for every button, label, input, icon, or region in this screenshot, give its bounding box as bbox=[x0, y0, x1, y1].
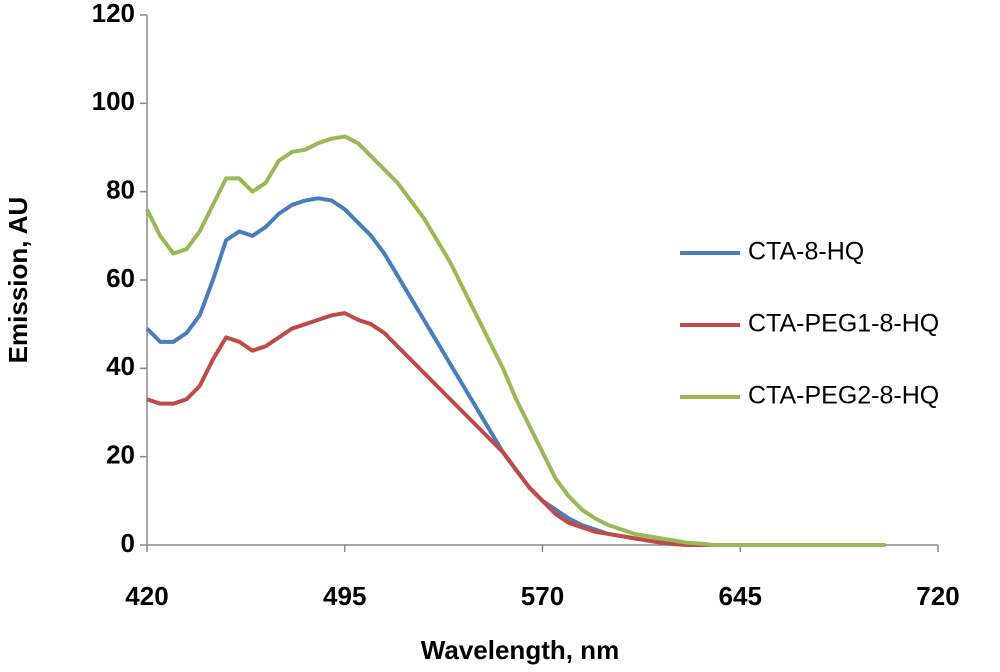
data-line bbox=[145, 134, 886, 547]
legend-label: CTA-PEG1-8-HQ bbox=[748, 310, 939, 338]
y-tick-label: 0 bbox=[121, 528, 135, 558]
x-axis-title: Wavelength, nm bbox=[421, 635, 619, 665]
x-tick-label: 495 bbox=[323, 581, 366, 611]
y-tick-label: 40 bbox=[106, 351, 135, 381]
x-tick-label: 420 bbox=[125, 581, 168, 611]
y-tick-label: 120 bbox=[92, 0, 135, 28]
y-tick-label: 100 bbox=[92, 86, 135, 116]
x-tick-label: 570 bbox=[521, 581, 564, 611]
y-tick-label: 80 bbox=[106, 175, 135, 205]
data-line bbox=[146, 311, 886, 547]
legend-label: CTA-PEG2-8-HQ bbox=[748, 382, 939, 410]
y-tick-label: 20 bbox=[106, 440, 135, 470]
y-tick-label: 60 bbox=[106, 263, 135, 293]
x-tick-label: 645 bbox=[719, 581, 762, 611]
legend-label: CTA-8-HQ bbox=[748, 238, 864, 266]
y-axis-title: Emission, AU bbox=[3, 197, 33, 364]
x-tick-label: 720 bbox=[916, 581, 959, 611]
